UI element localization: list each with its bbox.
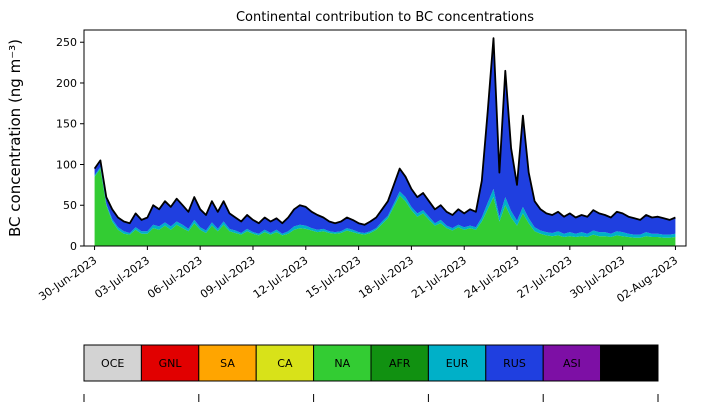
y-tick-label: 200 <box>56 77 77 90</box>
x-tick-label: 27-Jul-2023 <box>515 254 575 301</box>
axes: 0 50 100 150 200 250 30-Jun-202303-Jul-202306-… <box>36 29 687 305</box>
x-tick-label: 03-Jul-2023 <box>92 254 152 301</box>
legend-label-na: NA <box>334 357 350 370</box>
x-tick-label: 30-Jun-2023 <box>36 254 99 303</box>
y-tick-label: 0 <box>70 240 77 253</box>
plot-border <box>83 29 687 247</box>
x-tick-label: 21-Jul-2023 <box>409 254 469 301</box>
legend-swatch-gnl <box>140 344 200 382</box>
x-tick-label: 18-Jul-2023 <box>356 254 416 301</box>
x-tick-label: 06-Jul-2023 <box>145 254 205 301</box>
legend-label-gnl: GNL <box>159 357 183 370</box>
x-tick-label: 24-Jul-2023 <box>462 254 522 301</box>
chart-title: Continental contribution to BC concentra… <box>236 10 534 25</box>
total-bc-line <box>93 37 676 226</box>
legend-swatch-afr <box>370 344 429 382</box>
legend-swatch-eur <box>427 344 487 382</box>
legend-swatch-rus <box>485 344 544 382</box>
y-tick-label: 250 <box>56 36 77 49</box>
legend-label-asi: ASI <box>563 357 581 370</box>
legend-swatch-aus <box>600 344 659 382</box>
series-areas <box>93 37 676 246</box>
legend-label-sa: SA <box>220 357 235 370</box>
y-tick-label: 150 <box>56 118 77 131</box>
y-tick-label: 100 <box>56 158 77 171</box>
legend-swatch-sa <box>198 344 257 382</box>
legend-label-rus: RUS <box>503 357 526 370</box>
y-axis-label: BC concentration (ng m⁻³) <box>6 39 24 237</box>
legend-swatch-ca <box>255 344 315 382</box>
x-tick-label: 12-Jul-2023 <box>251 254 311 301</box>
legend-label-oce: OCE <box>101 357 124 370</box>
continent-legend: OCE GNL SA CA NA AFR EUR RUS ASI AUS <box>83 344 659 402</box>
y-tick-label: 50 <box>63 199 77 212</box>
legend-label-eur: EUR <box>446 357 469 370</box>
legend-label-aus: AUS <box>618 357 641 370</box>
legend-swatch-oce <box>83 344 142 382</box>
x-tick-label: 09-Jul-2023 <box>198 254 258 301</box>
area-na <box>94 168 676 246</box>
legend-label-ca: CA <box>277 357 293 370</box>
area-rus <box>94 38 676 235</box>
x-tick-label: 15-Jul-2023 <box>304 254 364 301</box>
legend-label-afr: AFR <box>389 357 411 370</box>
